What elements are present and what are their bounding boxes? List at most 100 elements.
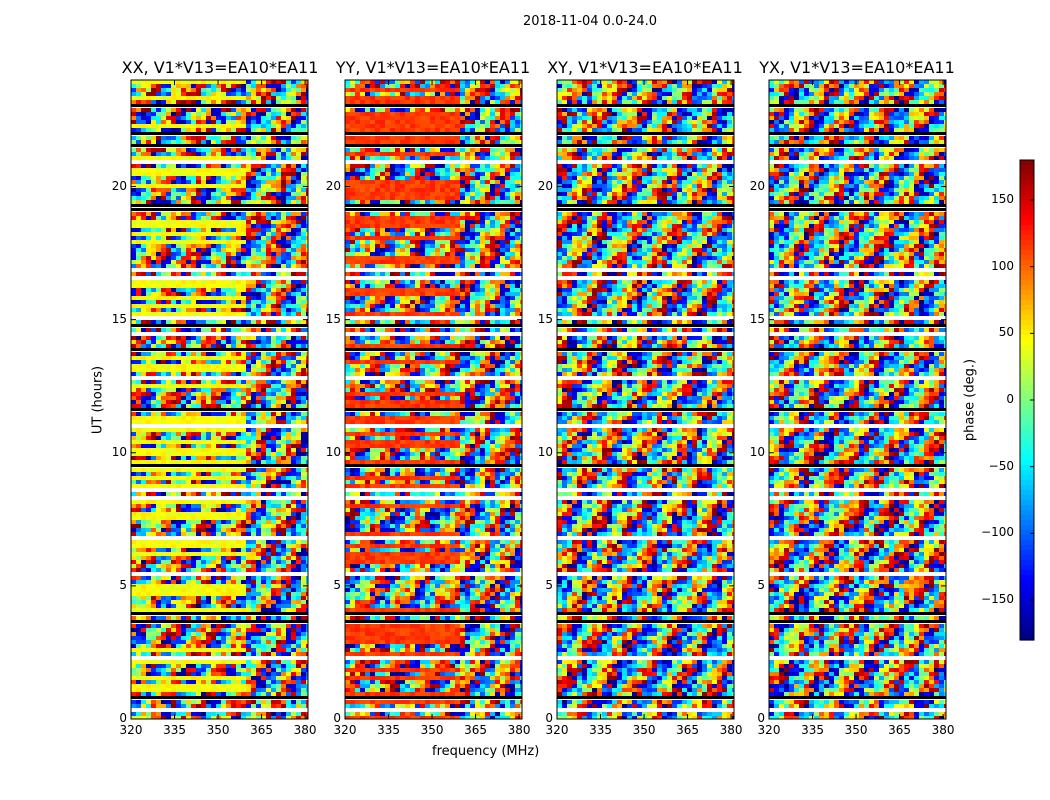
phase-cell <box>226 404 231 408</box>
phase-cell <box>216 600 221 604</box>
phase-cell <box>146 196 151 200</box>
phase-cell <box>146 92 151 96</box>
phase-cell <box>136 212 141 216</box>
phase-cell <box>301 232 306 236</box>
phase-cell <box>151 124 156 128</box>
phase-cell <box>151 112 156 116</box>
phase-cell <box>206 672 211 676</box>
phase-cell <box>261 312 266 316</box>
phase-cell <box>221 608 226 612</box>
phase-cell <box>211 420 216 424</box>
phase-cell <box>191 380 196 384</box>
phase-cell <box>141 236 146 240</box>
phase-cell <box>186 628 191 632</box>
phase-cell <box>385 88 390 92</box>
phase-cell <box>286 564 291 568</box>
phase-cell <box>296 224 301 228</box>
phase-cell <box>221 152 226 156</box>
phase-cell <box>161 172 166 176</box>
phase-cell <box>306 256 308 260</box>
phase-cell <box>136 660 141 664</box>
phase-cell <box>161 272 166 276</box>
phase-cell <box>196 264 201 268</box>
phase-cell <box>271 328 276 332</box>
phase-cell <box>281 476 286 480</box>
phase-cell <box>261 188 266 192</box>
phase-cell <box>141 640 146 644</box>
phase-cell <box>156 636 161 640</box>
phase-cell <box>241 540 246 544</box>
phase-cell <box>211 436 216 440</box>
phase-cell <box>271 272 276 276</box>
phase-cell <box>296 700 301 704</box>
phase-cell <box>201 456 206 460</box>
phase-cell <box>246 80 251 84</box>
phase-cell <box>301 328 306 332</box>
phase-cell <box>191 184 196 188</box>
phase-cell <box>276 684 281 688</box>
phase-cell <box>231 216 236 220</box>
phase-cell <box>221 436 226 440</box>
phase-cell <box>161 112 166 116</box>
phase-cell <box>246 156 251 160</box>
phase-cell <box>156 384 161 388</box>
phase-cell <box>131 472 136 476</box>
phase-cell <box>296 588 301 592</box>
phase-cell <box>271 92 276 96</box>
phase-cell <box>251 716 256 719</box>
phase-cell <box>146 680 151 684</box>
phase-cell <box>216 432 221 436</box>
phase-cell <box>266 116 271 120</box>
phase-cell <box>171 252 176 256</box>
phase-cell <box>196 596 201 600</box>
phase-cell <box>151 632 156 636</box>
phase-cell <box>146 704 151 708</box>
phase-cell <box>156 528 161 532</box>
phase-cell <box>385 84 390 88</box>
phase-cell <box>141 628 146 632</box>
phase-cell <box>246 444 251 448</box>
phase-cell <box>221 704 226 708</box>
phase-cell <box>221 716 226 719</box>
phase-cell <box>161 240 166 244</box>
phase-cell <box>206 344 211 348</box>
phase-cell <box>146 148 151 152</box>
phase-cell <box>171 404 176 408</box>
phase-cell <box>306 480 308 484</box>
phase-cell <box>176 428 181 432</box>
phase-cell <box>166 412 171 416</box>
phase-cell <box>141 592 146 596</box>
phase-cell <box>161 156 166 160</box>
phase-cell <box>271 492 276 496</box>
phase-cell <box>156 640 161 644</box>
phase-cell <box>136 280 141 284</box>
phase-cell <box>306 128 308 132</box>
phase-cell <box>216 512 221 516</box>
phase-cell <box>196 128 201 132</box>
phase-cell <box>201 172 206 176</box>
phase-cell <box>261 108 266 112</box>
phase-cell <box>156 360 161 364</box>
phase-cell <box>266 444 271 448</box>
phase-cell <box>231 232 236 236</box>
phase-cell <box>226 512 231 516</box>
phase-cell <box>226 264 231 268</box>
phase-cell <box>251 428 256 432</box>
phase-cell <box>246 456 251 460</box>
phase-cell <box>221 356 226 360</box>
phase-cell <box>256 352 261 356</box>
phase-cell <box>221 176 226 180</box>
phase-cell <box>181 152 186 156</box>
phase-cell <box>226 272 231 276</box>
phase-cell <box>296 264 301 268</box>
phase-cell <box>301 460 306 464</box>
phase-cell <box>181 356 186 360</box>
phase-cell <box>171 336 176 340</box>
phase-cell <box>141 692 146 696</box>
phase-cell <box>151 504 156 508</box>
phase-cell <box>291 200 296 204</box>
phase-cell <box>151 148 156 152</box>
phase-cell <box>266 152 271 156</box>
phase-cell <box>286 604 291 608</box>
phase-cell <box>156 200 161 204</box>
